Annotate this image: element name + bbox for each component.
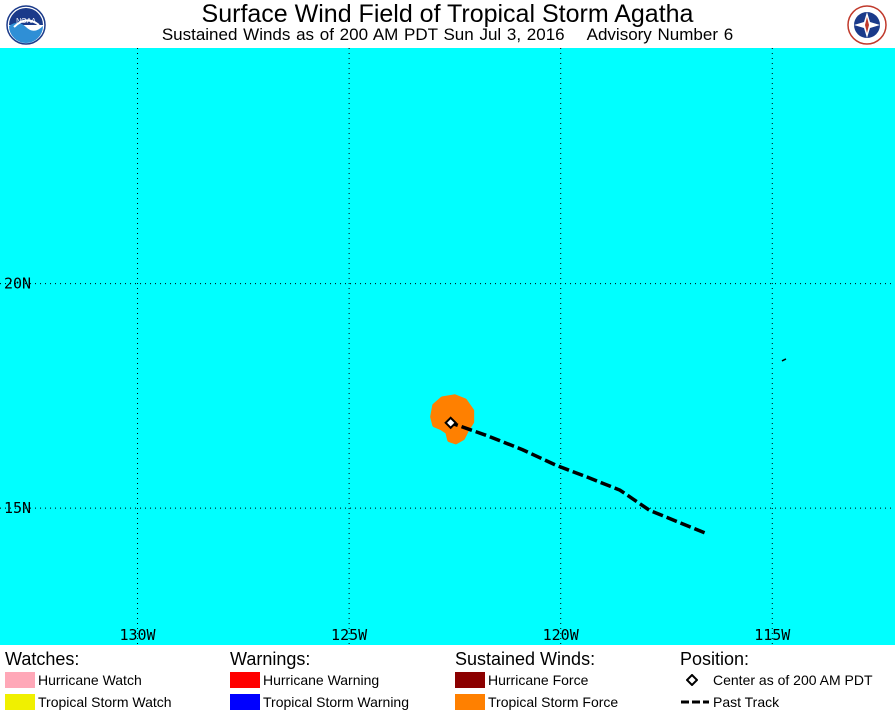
dashed-line-icon [681,700,709,704]
map-subtitle: Sustained Winds as of 200 AM PDT Sun Jul… [0,25,895,45]
legend-position-heading: Position: [680,649,750,669]
legend-label: Tropical Storm Force [488,694,619,710]
wind-field-map: 20N 15N 130W 125W 120W 115W [0,48,895,645]
island [781,358,787,362]
map-title: Surface Wind Field of Tropical Storm Aga… [201,0,694,28]
longitude-label: 115W [754,626,791,644]
hurricane-warning-swatch [230,672,260,688]
valid-time: Sustained Winds as of 200 AM PDT Sun Jul… [161,25,565,44]
legend: Watches: Hurricane Watch Tropical Storm … [0,645,895,716]
longitude-label: 130W [119,626,156,644]
noaa-logo-icon: NOAA [6,5,46,45]
hurricane-force-swatch [455,672,485,688]
legend-label: Past Track [713,694,780,710]
nws-logo-icon [847,5,887,45]
longitude-label: 125W [331,626,368,644]
svg-text:NOAA: NOAA [16,18,36,25]
legend-warnings-heading: Warnings: [230,649,311,669]
storm-center-marker [444,416,458,430]
legend-label: Hurricane Warning [263,672,380,688]
hurricane-watch-swatch [5,672,35,688]
ocean [0,48,895,645]
past-track [450,421,706,535]
advisory-number: Advisory Number 6 [586,25,734,44]
tropical-storm-watch-swatch [5,694,35,710]
legend-winds-heading: Sustained Winds: [455,649,596,669]
tropical-storm-force-swatch [455,694,485,710]
legend-label: Tropical Storm Warning [263,694,410,710]
latitude-label: 20N [4,275,31,293]
diamond-icon [686,674,698,686]
graticule [0,48,895,645]
legend-watches-heading: Watches: [5,649,80,669]
legend-label: Hurricane Watch [38,672,142,688]
grid-labels: 20N 15N 130W 125W 120W 115W [4,275,791,644]
legend-label: Center as of 200 AM PDT [713,672,873,688]
legend-label: Tropical Storm Watch [38,694,172,710]
latitude-label: 15N [4,499,31,517]
header: NOAA Surface Wind Field of Tropical Stor… [0,0,895,48]
tropical-storm-warning-swatch [230,694,260,710]
legend-label: Hurricane Force [488,672,589,688]
longitude-label: 120W [543,626,580,644]
storm-layer [430,358,787,535]
